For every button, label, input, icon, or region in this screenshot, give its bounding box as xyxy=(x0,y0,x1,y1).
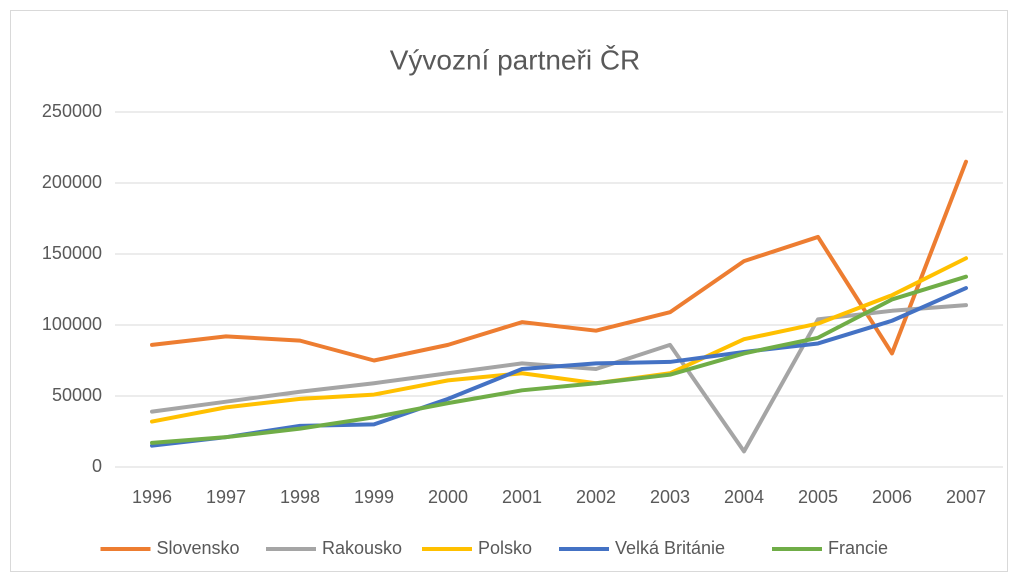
y-tick-label: 250000 xyxy=(42,101,102,121)
y-tick-label: 200000 xyxy=(42,172,102,192)
x-tick-label: 2006 xyxy=(872,487,912,507)
y-tick-label: 150000 xyxy=(42,243,102,263)
y-tick-label: 50000 xyxy=(52,385,102,405)
legend-label: Slovensko xyxy=(157,538,240,558)
x-tick-label: 2000 xyxy=(428,487,468,507)
legend-label: Velká Británie xyxy=(615,538,725,558)
y-tick-label: 0 xyxy=(92,456,102,476)
line-series xyxy=(150,256,968,424)
y-tick-label: 100000 xyxy=(42,314,102,334)
x-tick-label: 2003 xyxy=(650,487,690,507)
line-series xyxy=(150,159,968,363)
legend-label: Polsko xyxy=(478,538,532,558)
chart-border xyxy=(10,10,1008,572)
x-tick-label: 2001 xyxy=(502,487,542,507)
x-tick-label: 1999 xyxy=(354,487,394,507)
x-tick-label: 1996 xyxy=(132,487,172,507)
line-series xyxy=(150,286,968,448)
x-tick-label: 2004 xyxy=(724,487,764,507)
x-tick-label: 1997 xyxy=(206,487,246,507)
chart-title: Vývozní partneři ČR xyxy=(390,44,641,75)
x-tick-label: 2005 xyxy=(798,487,838,507)
x-tick-label: 1998 xyxy=(280,487,320,507)
x-tick-label: 2002 xyxy=(576,487,616,507)
legend-label: Rakousko xyxy=(322,538,402,558)
line-series xyxy=(150,274,968,445)
legend-label: Francie xyxy=(828,538,888,558)
x-tick-label: 2007 xyxy=(946,487,986,507)
